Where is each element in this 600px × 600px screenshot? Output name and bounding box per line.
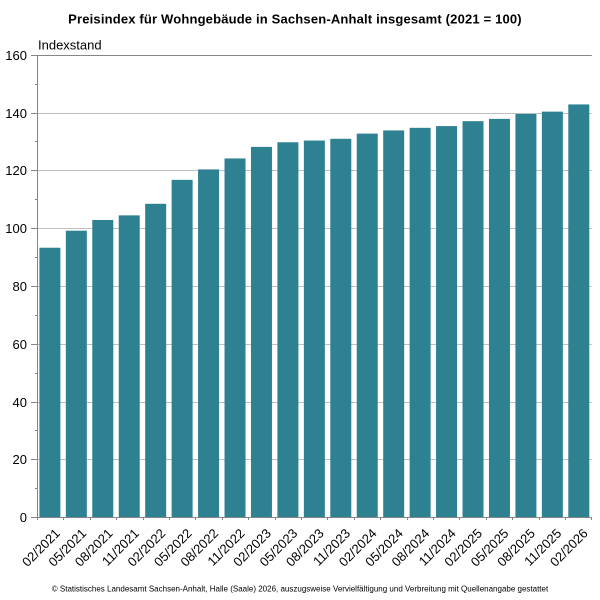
svg-text:40: 40	[13, 395, 27, 410]
svg-text:0: 0	[20, 510, 27, 525]
svg-text:100: 100	[5, 221, 27, 236]
svg-text:160: 160	[5, 48, 27, 63]
svg-text:© Statistisches Landesamt Sach: © Statistisches Landesamt Sachsen-Anhalt…	[52, 584, 549, 593]
svg-text:Indexstand: Indexstand	[38, 38, 102, 53]
svg-text:60: 60	[13, 337, 27, 352]
svg-text:20: 20	[13, 452, 27, 467]
svg-text:120: 120	[5, 163, 27, 178]
svg-text:80: 80	[13, 279, 27, 294]
svg-text:Preisindex für Wohngebäude in: Preisindex für Wohngebäude in Sachsen-An…	[68, 12, 522, 27]
svg-text:140: 140	[5, 106, 27, 121]
